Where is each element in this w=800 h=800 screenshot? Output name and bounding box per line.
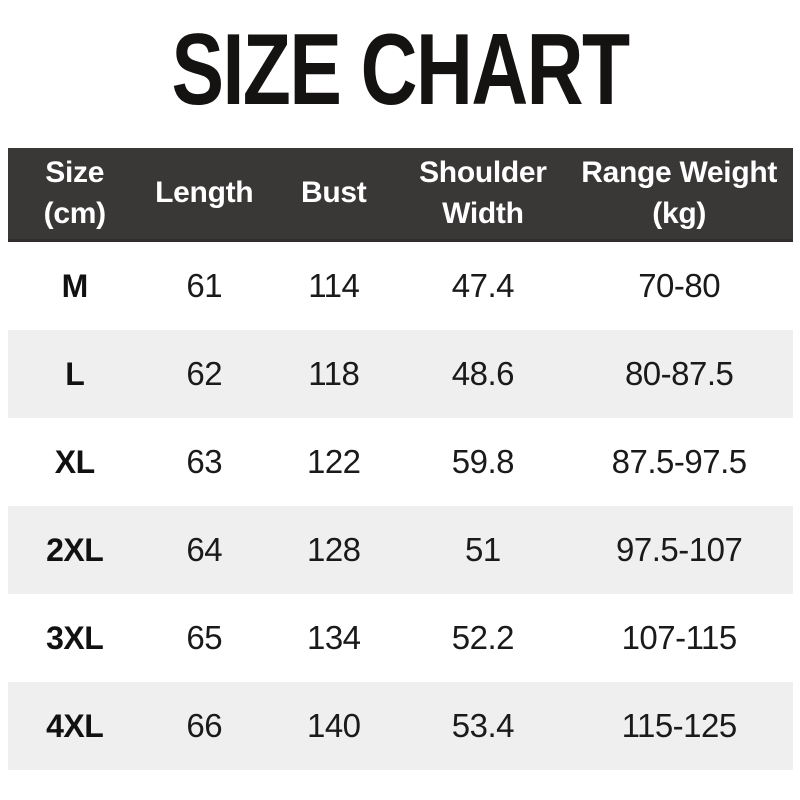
cell-weight-range: 87.5-97.5	[611, 443, 747, 480]
cell-bust: 114	[308, 267, 360, 304]
cell-shoulder-width: 51	[465, 531, 501, 568]
column-header-length: Length	[141, 148, 268, 242]
cell-shoulder-width: 47.4	[451, 267, 515, 304]
cell-size: L	[65, 355, 85, 392]
cell-size: M	[61, 267, 89, 304]
cell-size: 4XL	[46, 707, 104, 744]
table-row-2xl: 2XL 64 128 51 97.5-107	[8, 506, 793, 594]
cell-bust: 134	[306, 619, 361, 656]
cell-bust: 140	[306, 707, 361, 744]
column-header-range-weight: Range Weight (kg)	[565, 148, 793, 242]
cell-shoulder-width: 53.4	[451, 707, 515, 744]
table-row-4xl: 4XL 66 140 53.4 115-125	[8, 682, 793, 770]
cell-length: 62	[186, 355, 223, 392]
column-header-size: Size (cm)	[8, 148, 142, 242]
cell-bust: 122	[306, 443, 361, 480]
cell-weight-range: 115-125	[621, 707, 738, 744]
cell-weight-range: 80-87.5	[624, 355, 734, 392]
cell-bust: 128	[306, 531, 361, 568]
cell-shoulder-width: 52.2	[451, 619, 515, 656]
cell-shoulder-width: 59.8	[451, 443, 515, 480]
table-header: Size (cm) Length Bust Shoulder Width Ran…	[8, 148, 793, 242]
table-row-3xl: 3XL 65 134 52.2 107-115	[8, 594, 793, 682]
page-title-wrap: SIZE CHART	[0, 14, 800, 126]
cell-shoulder-width: 48.6	[451, 355, 515, 392]
cell-length: 65	[186, 619, 223, 656]
column-header-shoulder-width: Shoulder Width	[400, 148, 566, 242]
page-title: SIZE CHART	[171, 14, 630, 126]
table-row-m: M 61 114 47.4 70-80	[8, 240, 793, 330]
table-row-xl: XL 63 122 59.8 87.5-97.5	[8, 418, 793, 506]
header-row: Size (cm) Length Bust Shoulder Width Ran…	[8, 148, 793, 242]
cell-length: 64	[186, 531, 223, 568]
cell-weight-range: 97.5-107	[616, 531, 743, 568]
cell-weight-range: 70-80	[638, 267, 721, 304]
cell-size: 3XL	[46, 619, 104, 656]
cell-length: 63	[186, 443, 223, 480]
cell-size: XL	[54, 443, 95, 480]
table-row-l: L 62 118 48.6 80-87.5	[8, 330, 793, 418]
cell-length: 61	[186, 267, 223, 304]
cell-size: 2XL	[46, 531, 104, 568]
cell-weight-range: 107-115	[621, 619, 738, 656]
cell-bust: 118	[308, 355, 360, 392]
table-body: M 61 114 47.4 70-80 L 62 118 48.6 80-87.…	[8, 240, 793, 770]
size-chart-table: Size (cm) Length Bust Shoulder Width Ran…	[8, 148, 793, 770]
column-header-bust: Bust	[267, 148, 401, 242]
cell-length: 66	[186, 707, 223, 744]
